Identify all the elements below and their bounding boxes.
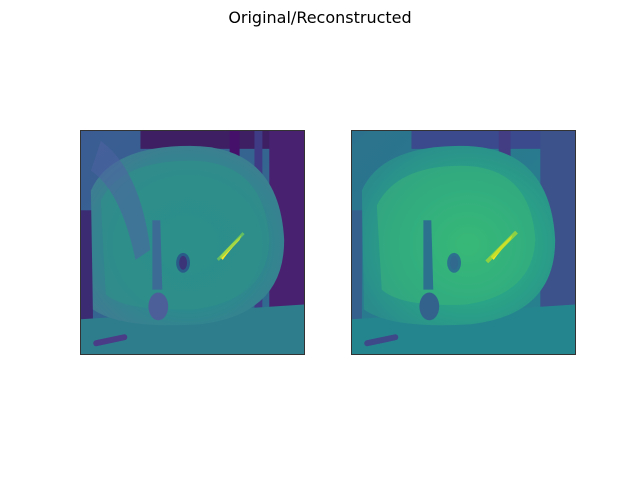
reconstructed-image (352, 131, 575, 354)
reconstructed-image-panel (351, 130, 576, 355)
figure-title: Original/Reconstructed (228, 8, 412, 27)
original-image-panel (80, 130, 305, 355)
original-image (81, 131, 304, 354)
